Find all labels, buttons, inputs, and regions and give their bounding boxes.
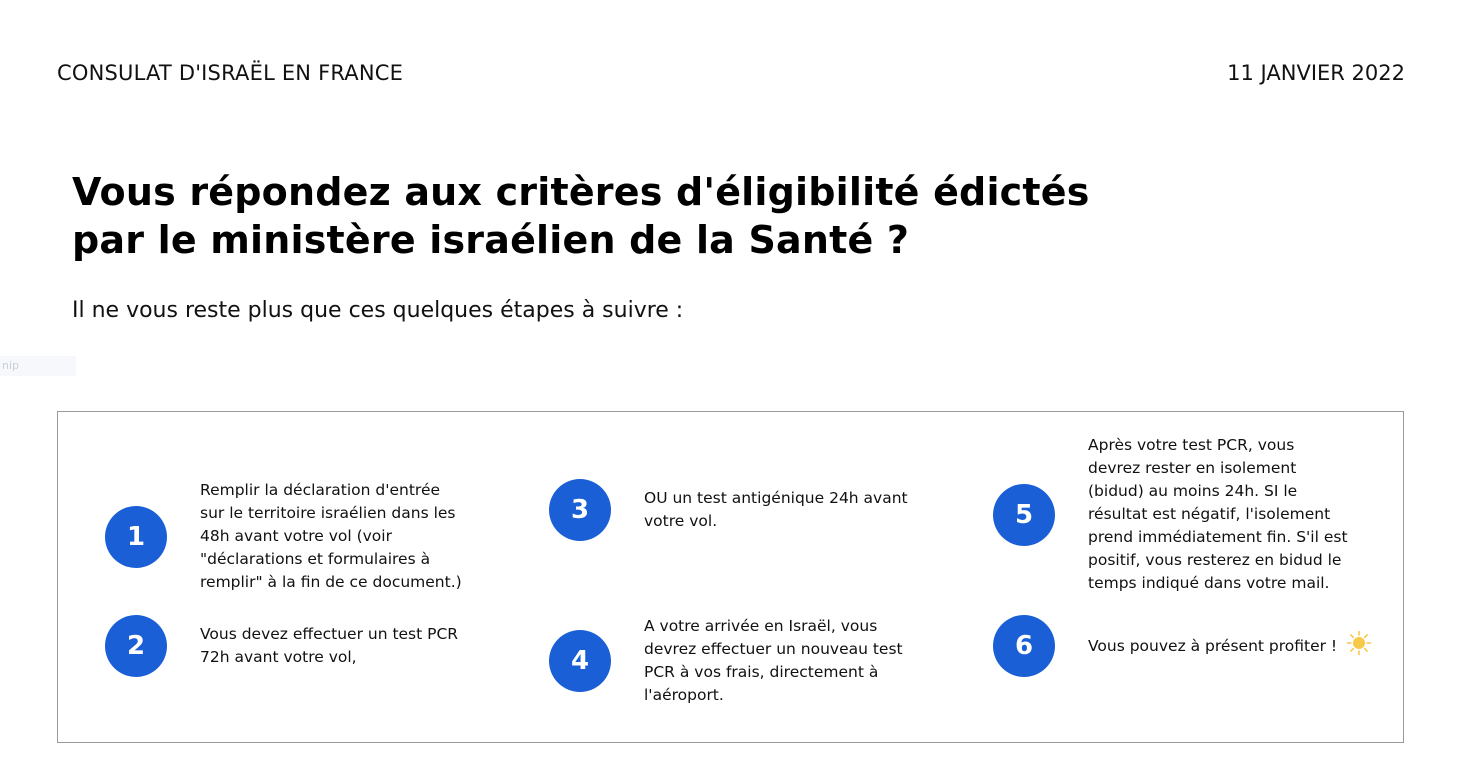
steps-panel: 1 Remplir la déclaration d'entrée sur le… [57,411,1404,743]
step-text: A votre arrivée en Israël, vous devrez e… [644,617,903,704]
step-number-badge: 2 [105,615,167,677]
document-date: 11 JANVIER 2022 [1227,61,1405,85]
step-text: Vous devez effectuer un test PCR 72h ava… [200,625,459,666]
step-text-label: Vous pouvez à présent profiter ! [1088,636,1338,655]
organization-name: CONSULAT D'ISRAËL EN FRANCE [57,61,404,85]
step-2: 2 Vous devez effectuer un test PCR 72h a… [105,615,458,677]
step-number-badge: 1 [105,505,167,568]
page-subtitle: Il ne vous reste plus que ces quelques é… [72,298,684,323]
step-6: 6 Vous pouvez à présent profiter ! [993,615,1372,677]
step-text: OU un test antigénique 24h avant votre v… [644,489,908,530]
step-number-badge: 4 [549,630,611,692]
faded-label: nip [0,356,76,376]
step-1: 1 Remplir la déclaration d'entrée sur le… [105,479,462,594]
step-number-badge: 3 [549,479,611,541]
sun-icon [1346,630,1372,663]
step-number-badge: 6 [993,615,1055,677]
step-5: 5 Après votre test PCR, vous devrez rest… [993,434,1348,595]
page-title: Vous répondez aux critères d'éligibilité… [72,170,1090,262]
step-4: 4 A votre arrivée en Israël, vous devrez… [549,615,903,707]
step-text: Vous pouvez à présent profiter ! [1088,630,1372,663]
step-3: 3 OU un test antigénique 24h avant votre… [549,479,908,541]
step-number-badge: 5 [993,483,1055,546]
step-text: Remplir la déclaration d'entrée sur le t… [200,481,462,591]
step-text: Après votre test PCR, vous devrez rester… [1088,436,1348,592]
